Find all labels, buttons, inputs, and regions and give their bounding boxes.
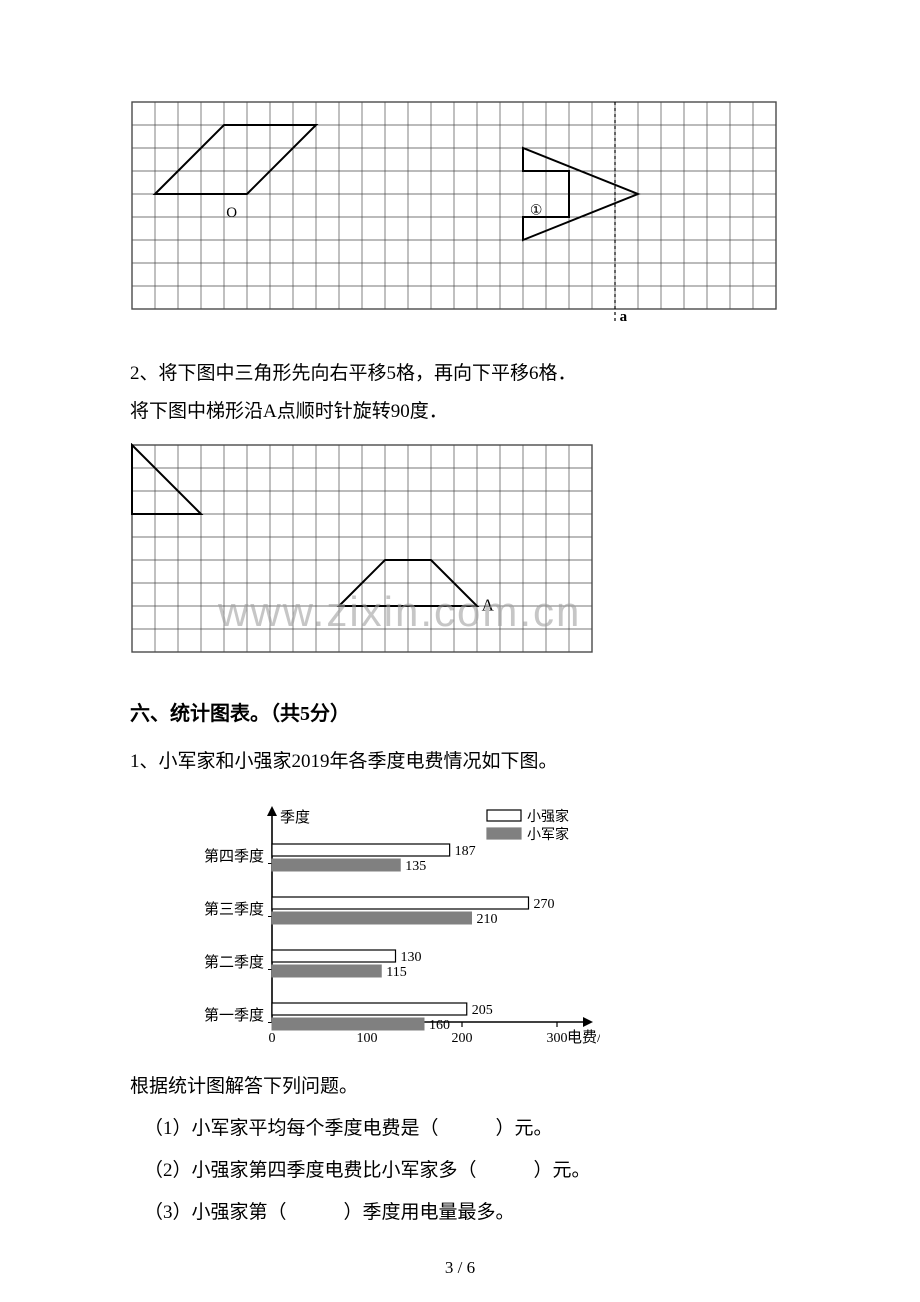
svg-text:电费/元: 电费/元 [567,1029,600,1046]
grid1-figure: O ① a [130,100,794,327]
svg-text:①: ① [530,204,543,219]
sub-q2: （2）小强家第四季度电费比小军家多（ ）元。 [144,1152,790,1190]
svg-text:187: 187 [455,844,476,859]
svg-text:A: A [482,596,495,615]
svg-text:115: 115 [386,965,406,980]
svg-text:O: O [226,205,237,221]
followup-text: 根据统计图解答下列问题。 [130,1068,790,1106]
svg-text:135: 135 [405,859,426,874]
svg-text:200: 200 [452,1031,473,1046]
svg-text:第四季度: 第四季度 [204,847,264,865]
page-number: 3 / 6 [0,1258,920,1278]
svg-text:270: 270 [534,897,555,912]
q2-line1: 2、将下图中三角形先向右平移5格，再向下平移6格． [130,355,790,393]
section-6-heading: 六、统计图表。（共5分） [130,696,790,732]
svg-text:210: 210 [477,912,498,927]
svg-text:100: 100 [357,1031,378,1046]
svg-text:160: 160 [429,1018,450,1033]
svg-text:第二季度: 第二季度 [204,953,264,971]
svg-text:0: 0 [269,1031,276,1046]
svg-text:季度: 季度 [280,809,310,826]
electricity-bar-chart: 季度 0 100 200 300电费/元 小强家小军家第四季度 187 135 第三季度 270 2… [180,794,600,1054]
svg-text:205: 205 [472,1003,493,1018]
svg-text:小军家: 小军家 [527,826,569,843]
svg-text:300: 300 [547,1031,568,1046]
sub-q3: （3）小强家第（ ）季度用电量最多。 [144,1194,790,1232]
svg-text:第三季度: 第三季度 [204,900,264,918]
grid2-figure: A [130,443,596,656]
sub-q1: （1）小军家平均每个季度电费是（ ）元。 [144,1110,790,1148]
q6-intro: 1、小军家和小强家2019年各季度电费情况如下图。 [130,744,790,780]
q2-line2: 将下图中梯形沿A点顺时针旋转90度． [130,393,790,431]
svg-text:a: a [620,309,628,325]
svg-text:130: 130 [401,950,422,965]
svg-text:小强家: 小强家 [527,808,569,825]
svg-text:第一季度: 第一季度 [204,1006,264,1024]
